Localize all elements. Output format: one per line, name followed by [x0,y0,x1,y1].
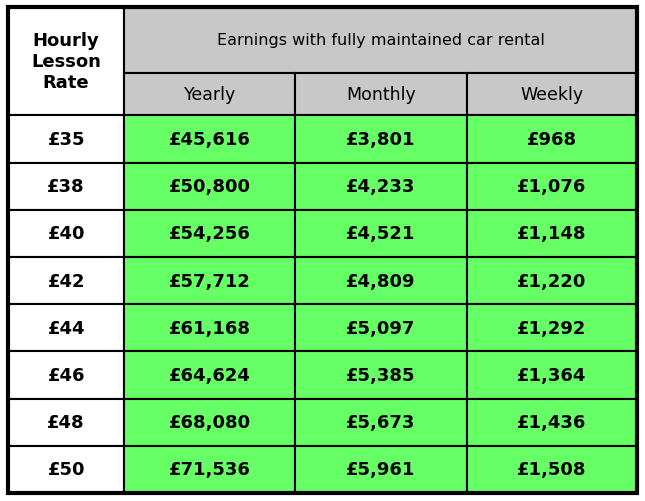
Bar [295,74,466,116]
Bar [466,258,637,305]
Bar [466,305,637,352]
Text: £1,292: £1,292 [517,319,586,337]
Bar [295,305,466,352]
Text: £48: £48 [47,413,85,431]
Text: £5,385: £5,385 [346,366,416,384]
Text: £5,961: £5,961 [346,460,415,478]
Text: £38: £38 [47,178,85,196]
Bar [295,210,466,258]
Bar [466,446,637,493]
Bar [466,352,637,399]
Text: £50: £50 [48,460,85,478]
Bar [295,163,466,210]
Text: £3,801: £3,801 [346,131,416,149]
Bar [295,446,466,493]
Bar [8,446,124,493]
Bar [295,352,466,399]
Bar [295,399,466,446]
Bar [8,399,124,446]
Bar [124,399,295,446]
Text: £61,168: £61,168 [169,319,251,337]
Text: Monthly: Monthly [346,86,416,104]
Text: £1,220: £1,220 [517,272,586,290]
Text: £4,233: £4,233 [346,178,415,196]
Text: £1,436: £1,436 [517,413,586,431]
Text: £46: £46 [48,366,85,384]
Bar [124,352,295,399]
Text: £5,673: £5,673 [346,413,415,431]
Bar [124,8,637,74]
Text: £5,097: £5,097 [346,319,415,337]
Bar [124,258,295,305]
Text: £68,080: £68,080 [169,413,251,431]
Bar [466,163,637,210]
Bar [124,305,295,352]
Bar [124,210,295,258]
Text: £64,624: £64,624 [169,366,251,384]
Text: £4,521: £4,521 [346,225,415,243]
Bar [8,352,124,399]
Text: £45,616: £45,616 [169,131,251,149]
Text: Hourly
Lesson
Rate: Hourly Lesson Rate [31,33,101,92]
Text: £71,536: £71,536 [169,460,251,478]
Bar [295,258,466,305]
Bar [8,116,124,163]
Text: £35: £35 [48,131,85,149]
Bar [124,446,295,493]
Text: £1,148: £1,148 [517,225,586,243]
Text: £1,508: £1,508 [517,460,586,478]
Bar [466,116,637,163]
Text: £54,256: £54,256 [169,225,251,243]
Bar [8,163,124,210]
Text: Yearly: Yearly [184,86,236,104]
Text: £57,712: £57,712 [169,272,251,290]
Text: £1,076: £1,076 [517,178,586,196]
Bar [8,258,124,305]
Bar [124,163,295,210]
Bar [466,399,637,446]
Text: £42: £42 [48,272,85,290]
Text: £40: £40 [48,225,85,243]
Bar [124,74,295,116]
Bar [466,74,637,116]
Text: £4,809: £4,809 [346,272,416,290]
Text: Weekly: Weekly [521,86,583,104]
Bar [8,305,124,352]
Text: £50,800: £50,800 [169,178,251,196]
Text: £44: £44 [48,319,85,337]
Bar [295,116,466,163]
Bar [8,8,124,116]
Bar [466,210,637,258]
Bar [124,116,295,163]
Bar [8,210,124,258]
Text: £1,364: £1,364 [517,366,586,384]
Text: Earnings with fully maintained car rental: Earnings with fully maintained car renta… [217,33,544,48]
Text: £968: £968 [527,131,577,149]
